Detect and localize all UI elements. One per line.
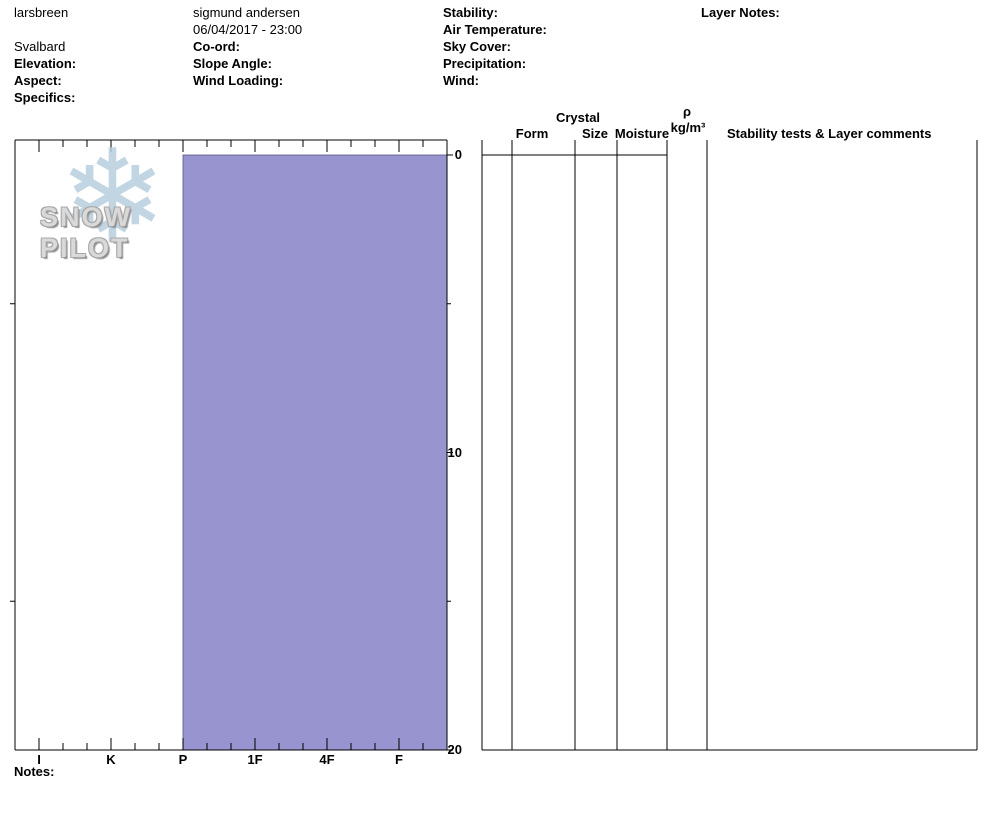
layer-notes-label: Layer Notes:: [701, 5, 780, 20]
specifics-label: Specifics:: [14, 90, 76, 105]
air-temperature-label: Air Temperature:: [443, 22, 547, 37]
hardness-label-I: I: [37, 752, 41, 767]
depth-tick-label-20: 20: [447, 742, 462, 757]
form-header: Form: [515, 126, 549, 141]
coord-label: Co-ord:: [193, 39, 240, 54]
hardness-label-K: K: [106, 752, 116, 767]
stability-label: Stability:: [443, 5, 498, 20]
aspect-label: Aspect:: [14, 73, 62, 88]
wind-label: Wind:: [443, 73, 479, 88]
hardness-label-P: P: [178, 752, 188, 767]
density-symbol-header: ρ: [682, 104, 692, 119]
wind-loading-label: Wind Loading:: [193, 73, 284, 88]
logo-text: SNOW PILOT: [40, 202, 132, 263]
observer-name: sigmund andersen: [193, 5, 300, 20]
snowflake-icon: ❄: [58, 124, 167, 270]
crystal-header: Crystal: [555, 110, 601, 125]
hardness-label-1F: 1F: [247, 752, 263, 767]
depth-tick-label-0: 0: [454, 147, 462, 162]
region-name: Svalbard: [14, 39, 66, 54]
density-units-header: kg/m³: [670, 120, 706, 135]
slope-angle-label: Slope Angle:: [193, 56, 272, 71]
sky-cover-label: Sky Cover:: [443, 39, 511, 54]
depth-tick-label-10: 10: [447, 445, 462, 460]
elevation-label: Elevation:: [14, 56, 77, 71]
moisture-header: Moisture: [614, 126, 670, 141]
snowpilot-logo: ❄ SNOW PILOT: [38, 132, 218, 280]
size-header: Size: [581, 126, 608, 141]
site-name: larsbreen: [14, 5, 69, 20]
precipitation-label: Precipitation:: [443, 56, 527, 71]
pit-datetime: 06/04/2017 - 23:00: [193, 22, 303, 37]
comments-header: Stability tests & Layer comments: [727, 126, 932, 141]
hardness-label-F: F: [395, 752, 403, 767]
notes-label: Notes:: [14, 764, 55, 779]
hardness-label-4F: 4F: [319, 752, 335, 767]
